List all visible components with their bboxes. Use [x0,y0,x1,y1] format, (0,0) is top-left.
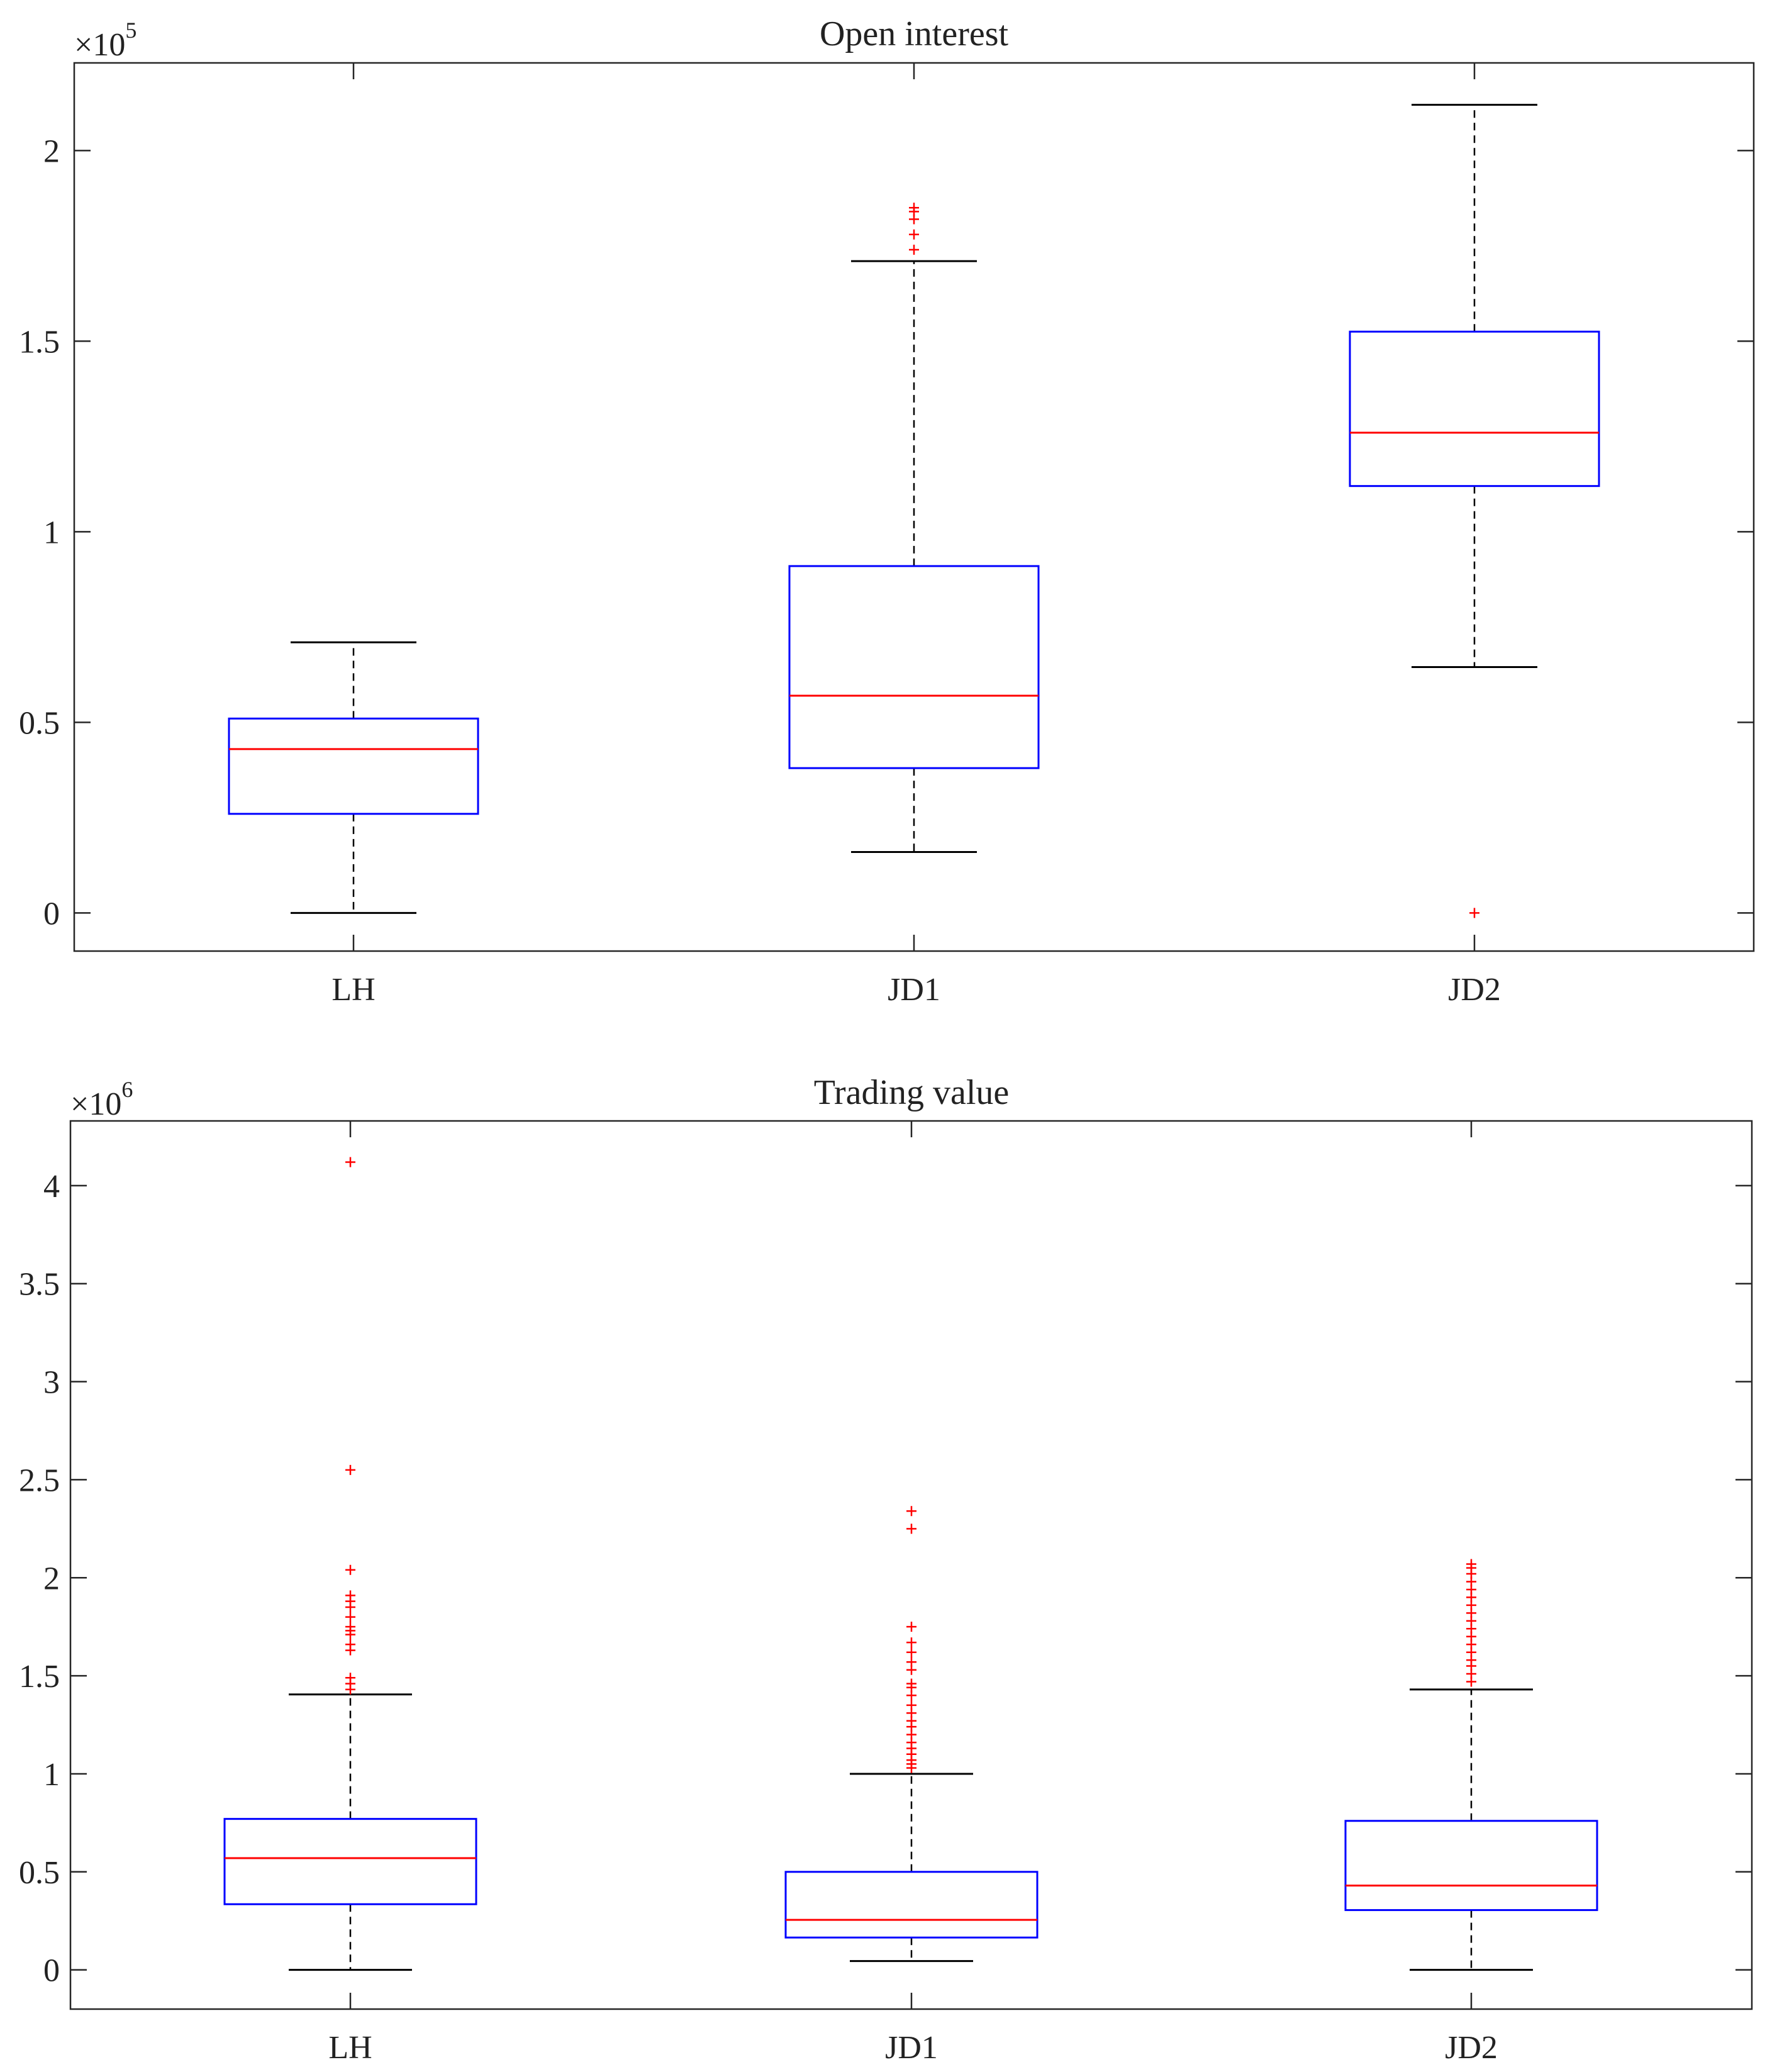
open-interest-ytick-label: 2 [43,133,60,169]
trading-value-exponent-base: ×10 [70,1086,121,1122]
open-interest-xtick-label: JD2 [1448,972,1501,1008]
trading-value-ytick-label: 0.5 [19,1855,60,1891]
trading-value-exponent: ×106 [70,1077,133,1122]
iqr-box [223,1818,477,1905]
outlier-point [345,1157,355,1167]
trading-value-box-jd2: JD2 [1344,1121,1598,2066]
outlier-point [345,1564,355,1575]
outlier-point [345,1612,355,1622]
trading-value-ytick-label: 2.5 [19,1462,60,1498]
outlier-point [909,244,919,255]
open-interest-box-lh: LH [228,63,479,1008]
trading-value-ytick-label: 3.5 [19,1267,60,1303]
outlier-point [906,1657,916,1668]
trading-value-ytick-label: 2 [43,1561,60,1596]
trading-value-title: Trading value [814,1073,1010,1112]
outlier-point [906,1700,916,1710]
iqr-box [228,717,479,815]
open-interest-box-jd2: JD2 [1349,63,1600,1008]
trading-value-panel: Trading value ×106 0 0.5 1 1.5 2 2.5 3 3.5 4 LH JD… [19,1073,1753,2066]
trading-value-box-lh: LH [223,1121,477,2066]
outlier-point [909,229,919,240]
trading-value-plot-area: 0 0.5 1 1.5 2 2.5 3 3.5 4 LH JD1 JD2 [19,1121,1752,2066]
open-interest-plot-area: 0 0.5 1 1.5 2 LH JD1 JD2 [19,63,1754,1008]
outlier-point [345,1622,355,1632]
iqr-box [788,565,1040,769]
open-interest-xtick-label: JD1 [888,972,940,1008]
trading-value-axes-frame [69,1120,1753,2010]
trading-value-ytick-label: 1 [43,1757,60,1793]
iqr-box [1344,1820,1598,1912]
iqr-box [784,1871,1039,1939]
open-interest-xtick-label: LH [331,972,375,1008]
trading-value-ytick-label: 1.5 [19,1659,60,1695]
outlier-point [906,1678,916,1689]
trading-value-xtick-label: JD1 [885,2030,938,2066]
outlier-point [1469,908,1479,918]
outlier-point [906,1523,916,1534]
open-interest-box-jd1: JD1 [788,63,1040,1008]
outlier-point [906,1506,916,1517]
trading-value-ytick-label: 0 [43,1953,60,1989]
trading-value-ytick-label: 4 [43,1169,60,1205]
trading-value-exponent-power: 6 [121,1077,133,1102]
outlier-point [345,1590,355,1601]
outlier-point [345,1464,355,1475]
trading-value-xtick-label: LH [328,2030,372,2066]
open-interest-exponent: ×105 [74,18,136,63]
open-interest-ytick-label: 0 [43,896,60,932]
outlier-point [906,1622,916,1632]
outlier-point [909,203,919,213]
trading-value-ytick-label: 3 [43,1365,60,1401]
outlier-point [345,1673,355,1683]
open-interest-axes-frame [73,62,1755,952]
outlier-point [906,1637,916,1648]
iqr-box [1349,330,1600,487]
outlier-point [906,1647,916,1657]
trading-value-xtick-label: JD2 [1445,2030,1498,2066]
open-interest-exponent-base: ×10 [74,27,125,63]
open-interest-ytick-label: 1.5 [19,324,60,360]
open-interest-exponent-power: 5 [125,18,136,43]
open-interest-ytick-label: 0.5 [19,705,60,741]
open-interest-title: Open interest [820,14,1009,53]
outlier-point [345,1639,355,1650]
open-interest-ytick-label: 1 [43,515,60,550]
open-interest-panel: Open interest ×105 0 0.5 1 1.5 2 LH JD1 JD2 [19,14,1755,1008]
trading-value-box-jd1: JD1 [784,1121,1039,2066]
outlier-point [1466,1559,1476,1569]
